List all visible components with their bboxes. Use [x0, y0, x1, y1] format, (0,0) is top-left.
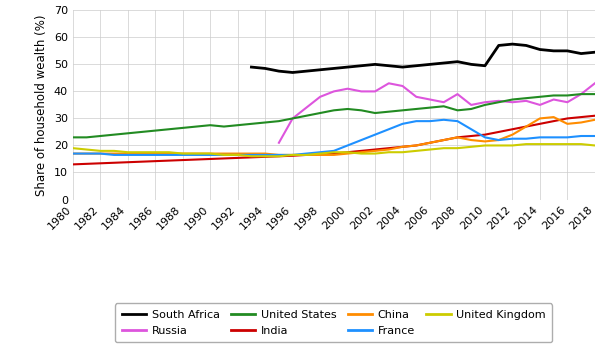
- Y-axis label: Share of household wealth (%): Share of household wealth (%): [35, 14, 49, 196]
- Legend: South Africa, Russia, United States, India, China, France, United Kingdom: South Africa, Russia, United States, Ind…: [115, 303, 552, 342]
